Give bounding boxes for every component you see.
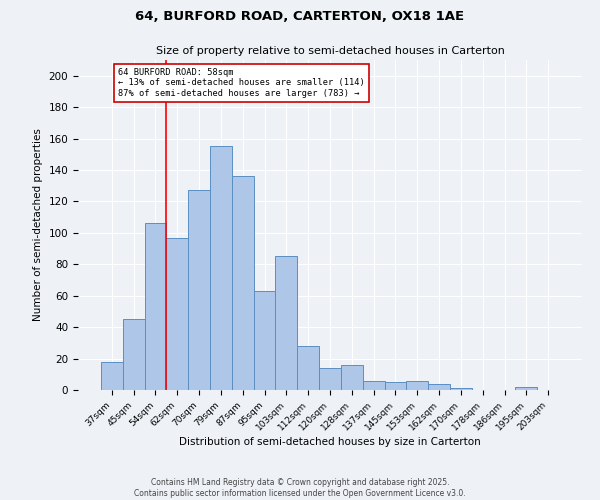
X-axis label: Distribution of semi-detached houses by size in Carterton: Distribution of semi-detached houses by … <box>179 438 481 448</box>
Y-axis label: Number of semi-detached properties: Number of semi-detached properties <box>33 128 43 322</box>
Bar <box>254 291 275 390</box>
Bar <box>123 320 145 390</box>
Bar <box>297 346 319 390</box>
Bar <box>101 362 123 390</box>
Bar <box>450 388 472 390</box>
Bar <box>341 365 363 390</box>
Bar <box>210 146 232 390</box>
Text: Contains HM Land Registry data © Crown copyright and database right 2025.
Contai: Contains HM Land Registry data © Crown c… <box>134 478 466 498</box>
Bar <box>145 224 166 390</box>
Bar <box>319 368 341 390</box>
Bar <box>385 382 406 390</box>
Bar <box>363 380 385 390</box>
Text: 64 BURFORD ROAD: 58sqm
← 13% of semi-detached houses are smaller (114)
87% of se: 64 BURFORD ROAD: 58sqm ← 13% of semi-det… <box>118 68 365 98</box>
Bar <box>275 256 297 390</box>
Bar <box>428 384 450 390</box>
Bar <box>232 176 254 390</box>
Bar <box>515 387 537 390</box>
Text: 64, BURFORD ROAD, CARTERTON, OX18 1AE: 64, BURFORD ROAD, CARTERTON, OX18 1AE <box>136 10 464 23</box>
Bar <box>188 190 210 390</box>
Bar <box>406 380 428 390</box>
Bar <box>166 238 188 390</box>
Title: Size of property relative to semi-detached houses in Carterton: Size of property relative to semi-detach… <box>155 46 505 56</box>
